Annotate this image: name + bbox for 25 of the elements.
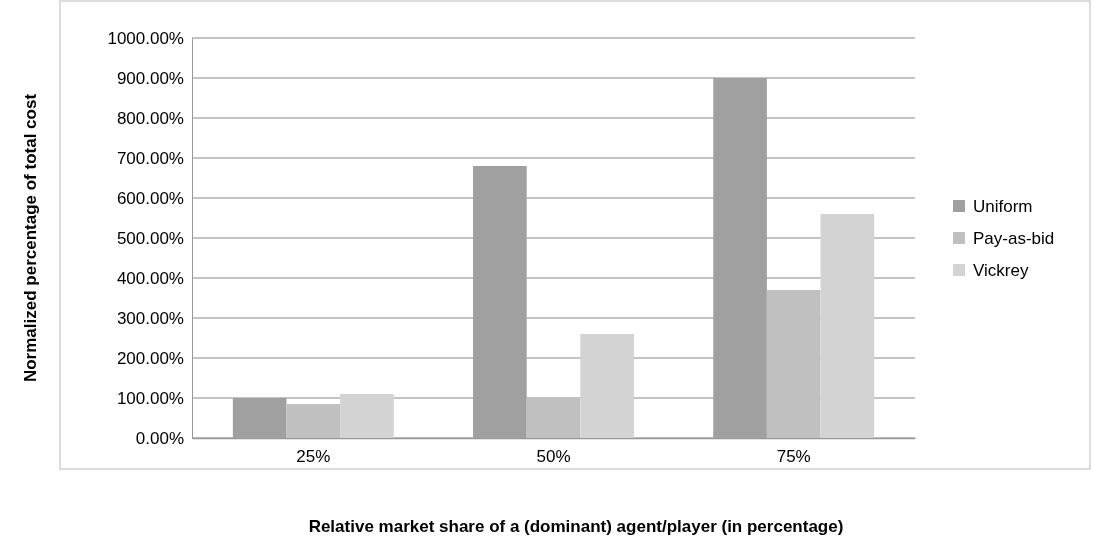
bar xyxy=(580,334,634,438)
y-tick-label: 200.00% xyxy=(116,348,184,368)
y-tick-label: 900.00% xyxy=(116,68,184,88)
x-tick-label: 75% xyxy=(776,447,811,467)
legend-label: Vickrey xyxy=(973,261,1029,280)
bar xyxy=(526,398,581,438)
bar xyxy=(340,394,394,438)
y-axis-title: Normalized percentage of total cost xyxy=(21,93,40,383)
y-tick-label: 500.00% xyxy=(116,228,184,248)
legend-label: Pay-as-bid xyxy=(973,229,1055,248)
x-tick-label: 50% xyxy=(536,447,571,467)
bar xyxy=(766,290,821,438)
bar xyxy=(286,404,341,438)
y-tick-label: 300.00% xyxy=(116,308,184,328)
y-tick-label: 1000.00% xyxy=(107,28,184,48)
y-tick-label: 400.00% xyxy=(116,268,184,288)
x-axis-title: Relative market share of a (dominant) agent/player (in percentage) xyxy=(308,517,844,536)
y-tick-label: 600.00% xyxy=(116,188,184,208)
legend-label: Uniform xyxy=(973,197,1033,216)
y-tick-label: 800.00% xyxy=(116,108,184,128)
y-tick-label: 100.00% xyxy=(116,388,184,408)
y-tick-label: 0.00% xyxy=(135,428,184,448)
y-tick-label: 700.00% xyxy=(116,148,184,168)
x-tick-label: 25% xyxy=(296,447,331,467)
bar xyxy=(820,214,875,438)
